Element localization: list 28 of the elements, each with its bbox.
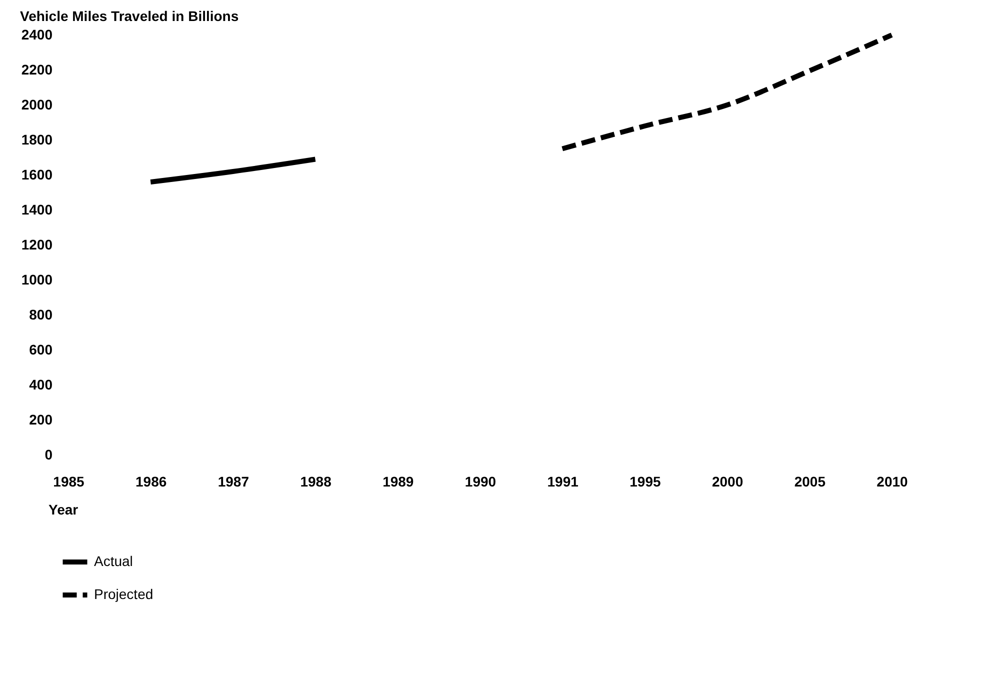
x-tick-label: 1986: [136, 474, 167, 490]
legend-label: Actual: [94, 553, 133, 569]
y-tick-label: 1400: [21, 202, 53, 218]
y-tick-label: 400: [29, 376, 53, 392]
x-tick-label: 2000: [712, 474, 744, 490]
x-tick-label: 1989: [382, 474, 414, 490]
y-tick-label: 2000: [21, 96, 53, 112]
x-tick-label: 2005: [794, 474, 826, 490]
y-tick-label: 800: [29, 306, 53, 322]
x-tick-label: 1991: [547, 474, 579, 490]
x-tick-label: 1988: [300, 474, 332, 490]
y-tick-label: 2200: [21, 62, 53, 78]
y-tick-label: 200: [29, 412, 53, 428]
x-axis-title: Year: [48, 502, 79, 518]
x-tick-label: 1987: [218, 474, 250, 490]
x-tick-label: 1995: [630, 474, 661, 490]
y-tick-label: 0: [44, 446, 53, 462]
y-tick-label: 1600: [21, 166, 53, 182]
y-tick-label: 1800: [21, 132, 53, 148]
legend-label: Projected: [94, 586, 154, 602]
y-tick-label: 1000: [21, 272, 53, 288]
x-tick-label: 1985: [53, 474, 85, 490]
y-tick-label: 600: [29, 342, 53, 358]
x-tick-label: 1990: [464, 474, 496, 490]
x-tick-label: 2010: [876, 474, 908, 490]
chart-title: Vehicle Miles Traveled in Billions: [20, 8, 239, 24]
y-tick-label: 1200: [21, 236, 53, 252]
y-tick-label: 2400: [21, 26, 53, 42]
